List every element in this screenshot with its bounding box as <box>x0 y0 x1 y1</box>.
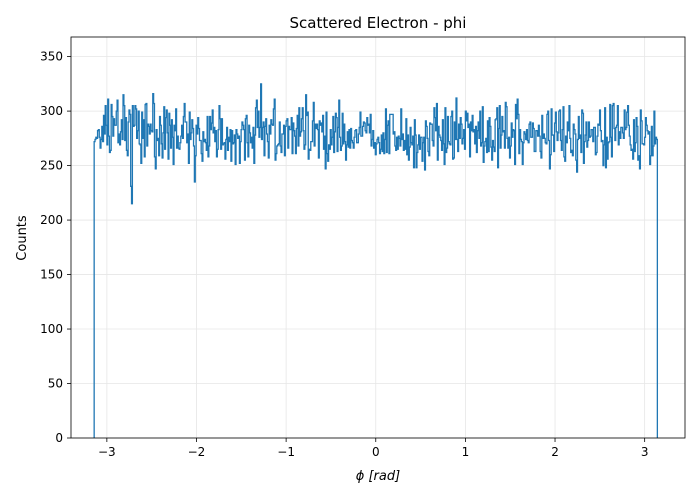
y-tick-label: 100 <box>40 322 63 336</box>
y-tick-label: 300 <box>40 104 63 118</box>
x-tick-label: −3 <box>98 445 116 459</box>
y-tick-label: 250 <box>40 159 63 173</box>
y-tick-label: 200 <box>40 213 63 227</box>
x-tick-label: 0 <box>372 445 380 459</box>
plot-frame <box>70 36 686 439</box>
x-tick-label: 2 <box>551 445 559 459</box>
y-axis-label: Counts <box>15 215 30 261</box>
y-axis-ticks: 0 50 100 150 200 250 300 350 <box>40 50 71 445</box>
y-tick-label: 0 <box>55 431 63 445</box>
y-tick-label: 150 <box>40 268 63 282</box>
histogram-step-line <box>93 83 659 438</box>
y-tick-label: 350 <box>40 50 63 64</box>
histogram-series <box>93 83 659 438</box>
x-tick-label: −2 <box>188 445 206 459</box>
x-tick-label: 3 <box>641 445 649 459</box>
x-tick-label: −1 <box>277 445 295 459</box>
x-tick-label: 1 <box>462 445 470 459</box>
y-tick-label: 50 <box>48 377 63 391</box>
chart-title: Scattered Electron - phi <box>290 14 467 32</box>
x-axis-ticks: −3 −2 −1 0 1 2 3 <box>98 438 648 459</box>
x-axis-label: ϕ [rad] <box>356 469 400 484</box>
